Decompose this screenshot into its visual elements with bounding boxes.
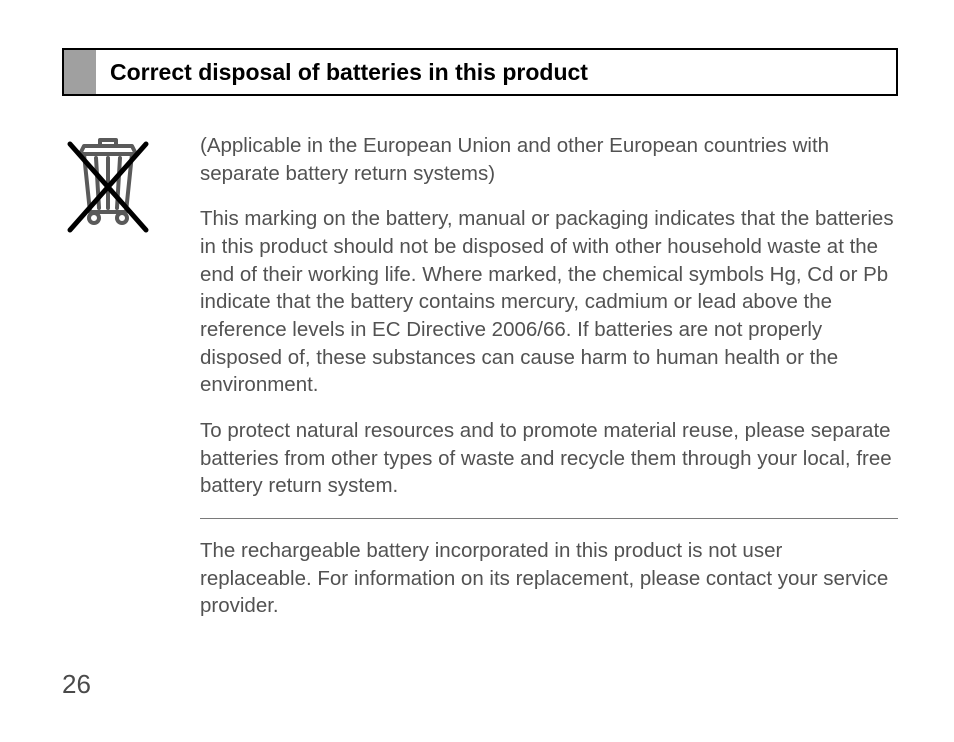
icon-column — [62, 132, 200, 638]
main-paragraph: This marking on the battery, manual or p… — [200, 205, 898, 399]
page-number: 26 — [62, 669, 91, 700]
crossed-out-bin-icon — [62, 225, 154, 242]
content-row: (Applicable in the European Union and ot… — [62, 132, 898, 638]
heading-box: Correct disposal of batteries in this pr… — [62, 48, 898, 96]
text-column: (Applicable in the European Union and ot… — [200, 132, 898, 638]
divider — [200, 518, 898, 519]
replacement-paragraph: The rechargeable battery incorporated in… — [200, 537, 898, 620]
heading-title: Correct disposal of batteries in this pr… — [96, 50, 896, 94]
applicability-note: (Applicable in the European Union and ot… — [200, 132, 898, 187]
heading-accent — [64, 50, 96, 94]
document-page: Correct disposal of batteries in this pr… — [62, 48, 898, 638]
recycle-paragraph: To protect natural resources and to prom… — [200, 417, 898, 500]
